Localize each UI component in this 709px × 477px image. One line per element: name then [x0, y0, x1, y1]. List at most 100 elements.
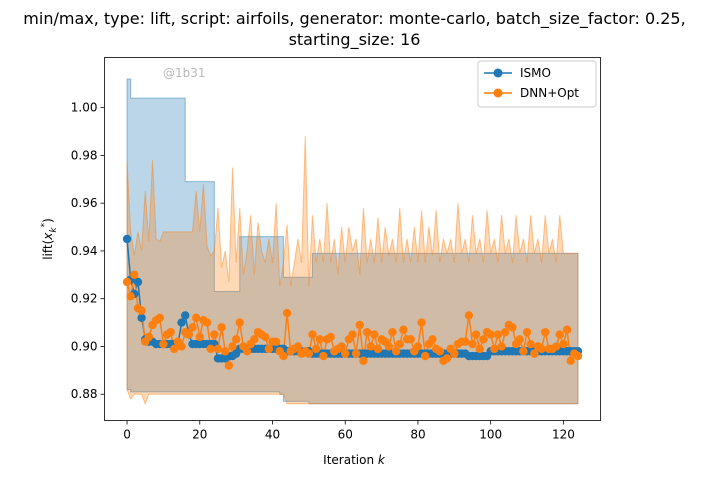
point-dnn-opt [493, 330, 503, 339]
y-tick-label: 0.92 [71, 292, 98, 306]
point-dnn-opt [217, 323, 226, 332]
point-dnn-opt [522, 327, 532, 337]
point-dnn-opt [366, 342, 375, 351]
point-dnn-opt [177, 342, 186, 351]
point-dnn-opt [395, 339, 404, 349]
plot-frame [104, 57, 601, 421]
point-dnn-opt [468, 339, 477, 349]
point-dnn-opt [435, 347, 444, 356]
x-tick-label: 100 [479, 428, 502, 442]
point-dnn-opt [126, 292, 135, 301]
point-dnn-opt [519, 347, 528, 356]
band-dnn-opt [126, 136, 579, 406]
x-tick-label: 40 [265, 428, 280, 442]
point-dnn-opt [490, 344, 499, 354]
point-dnn-opt [264, 344, 274, 354]
point-dnn-opt [475, 344, 484, 354]
point-dnn-opt [551, 342, 561, 351]
point-dnn-opt [210, 330, 219, 339]
point-dnn-opt [282, 308, 292, 318]
point-dnn-opt [166, 327, 175, 337]
watermark: @1b31 [163, 66, 206, 80]
point-dnn-opt [304, 349, 314, 358]
point-dnn-opt [515, 335, 524, 344]
x-tick-label: 20 [192, 428, 207, 442]
point-dnn-opt [421, 351, 430, 361]
point-dnn-opt [213, 344, 223, 354]
point-dnn-opt [355, 320, 364, 330]
series-points [122, 234, 583, 370]
point-dnn-opt [235, 318, 244, 327]
point-dnn-opt [137, 306, 146, 315]
point-dnn-opt [359, 356, 368, 365]
point-dnn-opt [184, 330, 194, 339]
point-ismo [181, 311, 190, 320]
point-dnn-opt [497, 342, 506, 351]
x-axis-label-var: k [378, 453, 386, 467]
x-tick-label: 80 [410, 428, 425, 442]
point-dnn-opt [530, 349, 539, 358]
point-dnn-opt [471, 330, 481, 339]
point-dnn-opt [526, 339, 535, 349]
point-dnn-opt [559, 339, 568, 349]
axis-ticks: 0 20 40 60 80 100 120 0.88 0.90 0.92 0.94 0.96 0.98 1… [71, 101, 575, 442]
point-dnn-opt [348, 330, 357, 339]
legend-dnn-label: DNN+Opt [520, 86, 579, 100]
point-dnn-opt [362, 327, 372, 337]
point-dnn-opt [479, 335, 488, 344]
point-dnn-opt [202, 318, 212, 327]
point-dnn-opt [508, 323, 517, 332]
point-dnn-opt [413, 342, 423, 351]
point-dnn-opt [442, 354, 452, 363]
point-dnn-opt [308, 330, 317, 339]
point-dnn-opt [501, 327, 510, 337]
legend-ismo-label: ISMO [520, 66, 551, 80]
point-dnn-opt [391, 347, 401, 356]
point-dnn-opt [555, 330, 564, 339]
point-dnn-opt [293, 342, 303, 351]
point-dnn-opt [351, 349, 361, 358]
point-dnn-opt [562, 325, 572, 334]
x-tick-label: 60 [338, 428, 353, 442]
point-dnn-opt [191, 313, 201, 323]
point-dnn-opt [155, 313, 164, 323]
point-dnn-opt [341, 349, 350, 358]
point-dnn-opt [319, 351, 328, 361]
point-dnn-opt [566, 356, 575, 365]
y-tick-label: 1.00 [71, 101, 98, 115]
point-dnn-opt [428, 335, 437, 344]
point-dnn-opt [315, 335, 324, 344]
point-ismo [122, 234, 132, 244]
point-dnn-opt [373, 344, 383, 354]
y-tick-label: 0.98 [71, 148, 98, 162]
point-dnn-opt [188, 323, 197, 332]
point-dnn-opt [388, 327, 397, 337]
point-dnn-opt [271, 337, 281, 346]
point-dnn-opt [279, 351, 288, 361]
point-dnn-opt [130, 270, 139, 280]
point-dnn-opt [231, 335, 241, 344]
point-dnn-opt [122, 277, 132, 287]
y-tick-label: 0.90 [71, 339, 98, 353]
point-dnn-opt [384, 342, 394, 351]
legend-ismo-marker [493, 68, 503, 78]
y-tick-label: 0.88 [71, 387, 98, 401]
x-axis-label-text: Iteration [323, 453, 378, 467]
y-tick-label: 0.94 [71, 244, 98, 258]
point-dnn-opt [144, 332, 154, 342]
point-dnn-opt [464, 311, 474, 320]
point-dnn-opt [159, 339, 168, 349]
x-tick-label: 120 [552, 428, 575, 442]
point-dnn-opt [221, 347, 230, 356]
point-ismo [177, 318, 186, 327]
point-dnn-opt [406, 335, 415, 344]
chart-title-line1: min/max, type: lift, script: airfoils, g… [23, 9, 685, 29]
point-dnn-opt [326, 332, 335, 342]
point-dnn-opt [242, 347, 252, 356]
point-dnn-opt [399, 325, 408, 334]
x-tick-label: 0 [123, 428, 131, 442]
point-dnn-opt [541, 327, 550, 337]
point-dnn-opt [261, 332, 270, 342]
point-dnn-opt [170, 344, 179, 354]
y-axis-label: lift(xk*) [40, 218, 59, 260]
